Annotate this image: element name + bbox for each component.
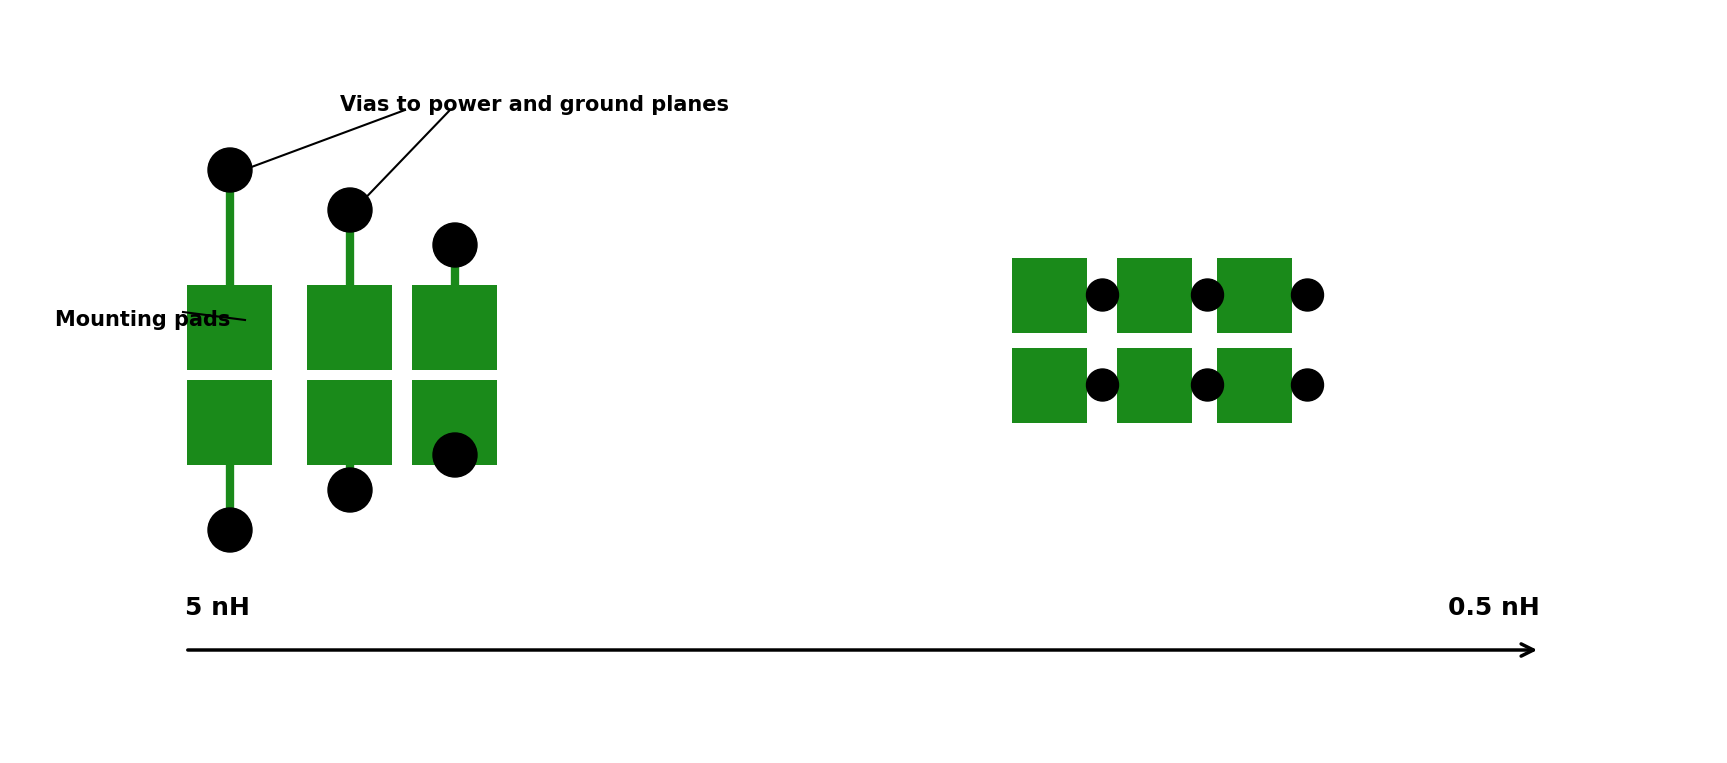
Bar	[1218, 257, 1292, 333]
Bar	[1117, 347, 1193, 423]
Circle shape	[328, 188, 371, 232]
Bar	[188, 380, 273, 465]
Bar	[1218, 347, 1292, 423]
Circle shape	[433, 433, 477, 477]
Text: 5 nH: 5 nH	[185, 596, 250, 620]
Circle shape	[207, 148, 252, 192]
Text: 0.5 nH: 0.5 nH	[1449, 596, 1540, 620]
Bar	[1117, 257, 1193, 333]
Circle shape	[433, 223, 477, 267]
Text: Mounting pads: Mounting pads	[55, 310, 230, 330]
Text: Vias to power and ground planes: Vias to power and ground planes	[340, 95, 729, 115]
Bar	[188, 285, 273, 370]
Bar	[307, 380, 392, 465]
Bar	[1012, 257, 1088, 333]
Circle shape	[1192, 279, 1223, 311]
Circle shape	[207, 508, 252, 552]
Circle shape	[1086, 279, 1119, 311]
Circle shape	[328, 468, 371, 512]
Bar	[413, 380, 497, 465]
Bar	[1012, 347, 1088, 423]
Bar	[307, 285, 392, 370]
Circle shape	[1192, 369, 1223, 401]
Circle shape	[1292, 279, 1323, 311]
Bar	[413, 285, 497, 370]
Circle shape	[1086, 369, 1119, 401]
Circle shape	[1292, 369, 1323, 401]
